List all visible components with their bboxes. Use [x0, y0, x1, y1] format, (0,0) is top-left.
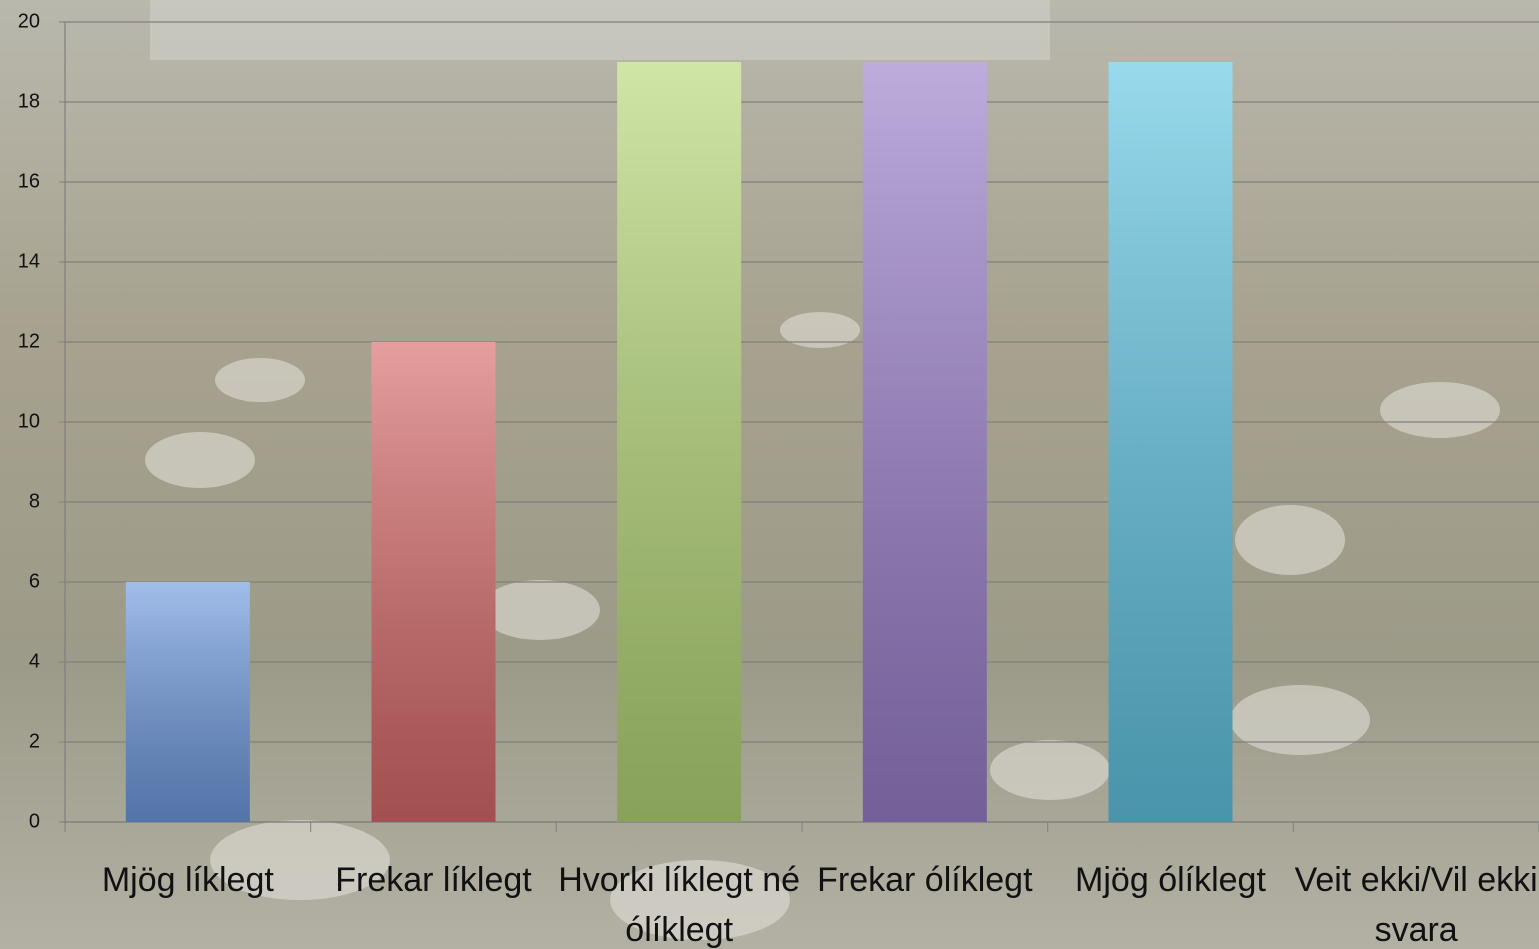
x-tick-label: Mjög ólíklegt	[1075, 861, 1266, 899]
y-tick-label: 10	[18, 410, 40, 432]
bar-shading	[617, 62, 742, 822]
x-tick-label: Mjög líklegt	[101, 861, 274, 899]
bar-shading	[862, 62, 987, 822]
bar-shading	[371, 342, 496, 822]
y-tick-label: 18	[18, 90, 40, 112]
bar-shading	[125, 582, 250, 822]
x-tick-label: Frekar ólíklegt	[817, 861, 1033, 899]
y-tick-label: 20	[18, 10, 40, 32]
y-tick-label: 2	[29, 730, 40, 752]
background-lake	[150, 0, 1050, 60]
x-tick-label: Hvorki líklegt né ólíklegt	[558, 861, 801, 949]
background-flowers	[145, 312, 1500, 940]
y-tick-label: 16	[18, 170, 40, 192]
x-tick-label: Frekar líklegt	[335, 861, 532, 899]
y-tick-label: 12	[18, 330, 40, 352]
y-tick-label: 4	[29, 650, 40, 672]
bar-shading	[1108, 62, 1233, 822]
y-tick-label: 14	[18, 250, 40, 272]
y-tick-label: 0	[29, 810, 40, 832]
y-tick-label: 6	[29, 570, 40, 592]
y-tick-label: 8	[29, 490, 40, 512]
x-tick-label: Veit ekki/Vil ekki svara	[1294, 861, 1538, 949]
